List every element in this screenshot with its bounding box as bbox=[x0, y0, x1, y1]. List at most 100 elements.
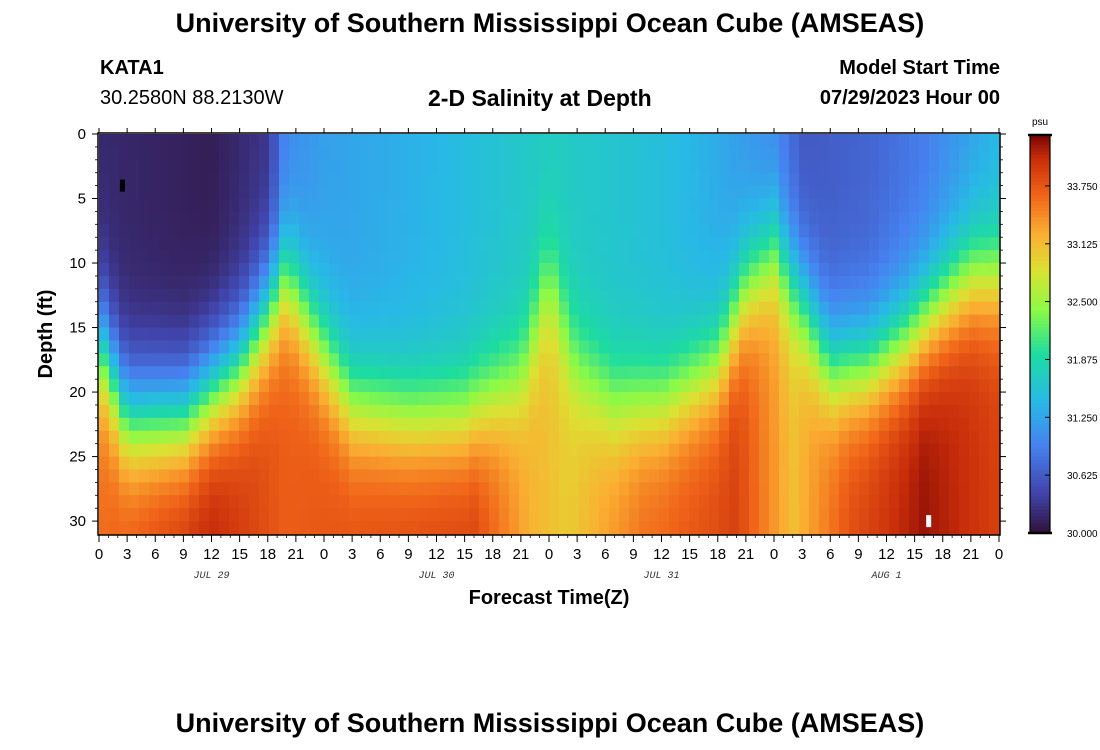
heatmap-cell bbox=[909, 185, 920, 200]
heatmap-cell bbox=[409, 495, 420, 509]
heatmap-cell bbox=[619, 263, 630, 277]
heatmap-cell bbox=[949, 301, 960, 316]
heatmap-cell bbox=[429, 456, 440, 471]
heatmap-cell bbox=[389, 521, 400, 535]
y-tick-label: 15 bbox=[69, 320, 86, 337]
heatmap-cell bbox=[819, 250, 830, 264]
heatmap-cell bbox=[919, 314, 930, 329]
heatmap-cell bbox=[369, 263, 380, 277]
heatmap-cell bbox=[589, 301, 600, 316]
heatmap-cell bbox=[459, 340, 470, 354]
heatmap-cell bbox=[499, 134, 510, 148]
heatmap-cell bbox=[419, 456, 430, 471]
heatmap-cell bbox=[159, 430, 170, 445]
heatmap-cell bbox=[909, 134, 920, 148]
heatmap-cell bbox=[509, 314, 520, 329]
heatmap-cell bbox=[359, 237, 370, 251]
heatmap-cell bbox=[889, 146, 900, 161]
heatmap-cell bbox=[829, 237, 840, 251]
heatmap-cell bbox=[859, 134, 870, 148]
heatmap-cell bbox=[189, 211, 200, 225]
heatmap-cell bbox=[729, 134, 740, 148]
heatmap-cell bbox=[279, 469, 290, 483]
heatmap-cell bbox=[209, 185, 220, 200]
heatmap-cell bbox=[939, 263, 950, 277]
heatmap-cell bbox=[759, 288, 770, 303]
heatmap-cell bbox=[399, 327, 410, 342]
heatmap-cell bbox=[299, 172, 310, 187]
heatmap-cell bbox=[139, 495, 150, 509]
colorbar-segment bbox=[1030, 526, 1050, 531]
heatmap-cell bbox=[789, 327, 800, 342]
colorbar-segment bbox=[1030, 297, 1050, 302]
heatmap-cell bbox=[259, 288, 270, 303]
heatmap-cell bbox=[889, 185, 900, 200]
heatmap-cell bbox=[459, 469, 470, 483]
heatmap-cell bbox=[749, 211, 760, 225]
heatmap-cell bbox=[99, 508, 110, 522]
heatmap-cell bbox=[399, 430, 410, 445]
heatmap-cell bbox=[949, 275, 960, 290]
heatmap-cell bbox=[119, 275, 130, 290]
heatmap-cell bbox=[909, 521, 920, 535]
heatmap-cell bbox=[669, 495, 680, 509]
heatmap-cell bbox=[249, 456, 260, 471]
heatmap-cell bbox=[599, 392, 610, 406]
x-tick-label: 3 bbox=[123, 546, 131, 563]
heatmap-cell bbox=[879, 443, 890, 458]
heatmap-cell bbox=[779, 224, 790, 238]
heatmap-cell bbox=[819, 275, 830, 290]
heatmap-cell bbox=[309, 469, 320, 483]
heatmap-cell bbox=[399, 172, 410, 187]
heatmap-cell bbox=[839, 237, 850, 251]
heatmap-cell bbox=[669, 263, 680, 277]
heatmap-cell bbox=[749, 172, 760, 187]
heatmap-cell bbox=[699, 495, 710, 509]
heatmap-cell bbox=[519, 417, 530, 432]
heatmap-cell bbox=[639, 275, 650, 290]
heatmap-cell bbox=[709, 521, 720, 535]
heatmap-cell bbox=[319, 456, 330, 471]
heatmap-cell bbox=[259, 301, 270, 316]
heatmap-cell bbox=[789, 430, 800, 445]
heatmap-cell bbox=[659, 198, 670, 213]
heatmap-cell bbox=[159, 250, 170, 264]
heatmap-cell bbox=[549, 159, 560, 174]
heatmap-cell bbox=[189, 353, 200, 367]
heatmap-cell bbox=[899, 404, 910, 419]
heatmap-cell bbox=[709, 482, 720, 496]
heatmap-cell bbox=[199, 521, 210, 535]
heatmap-cell bbox=[969, 327, 980, 342]
heatmap-cell bbox=[199, 237, 210, 251]
heatmap-cell bbox=[809, 185, 820, 200]
heatmap-cell bbox=[329, 301, 340, 316]
heatmap-cell bbox=[319, 404, 330, 419]
heatmap-cell bbox=[99, 237, 110, 251]
heatmap-cell bbox=[609, 495, 620, 509]
heatmap-cell bbox=[289, 224, 300, 238]
heatmap-cell bbox=[669, 417, 680, 432]
heatmap-cell bbox=[369, 146, 380, 161]
x-tick-label: 9 bbox=[629, 546, 637, 563]
heatmap-cell bbox=[559, 263, 570, 277]
heatmap-cell bbox=[689, 159, 700, 174]
heatmap-cell bbox=[139, 469, 150, 483]
heatmap-cell bbox=[249, 340, 260, 354]
heatmap-cell bbox=[729, 353, 740, 367]
heatmap-cell bbox=[389, 417, 400, 432]
colorbar-segment bbox=[1030, 184, 1050, 189]
heatmap-cell bbox=[109, 353, 120, 367]
heatmap-cell bbox=[739, 172, 750, 187]
heatmap-cell bbox=[859, 275, 870, 290]
heatmap-cell bbox=[129, 482, 140, 496]
heatmap-cell bbox=[549, 185, 560, 200]
heatmap-cell bbox=[479, 288, 490, 303]
heatmap-cell bbox=[539, 172, 550, 187]
colorbar-segment bbox=[1030, 241, 1050, 246]
heatmap-cell bbox=[959, 159, 970, 174]
heatmap-cell bbox=[819, 404, 830, 419]
heatmap-cell bbox=[839, 134, 850, 148]
colorbar-segment bbox=[1030, 330, 1050, 335]
x-tick-label: 9 bbox=[179, 546, 187, 563]
heatmap-cell bbox=[979, 417, 990, 432]
